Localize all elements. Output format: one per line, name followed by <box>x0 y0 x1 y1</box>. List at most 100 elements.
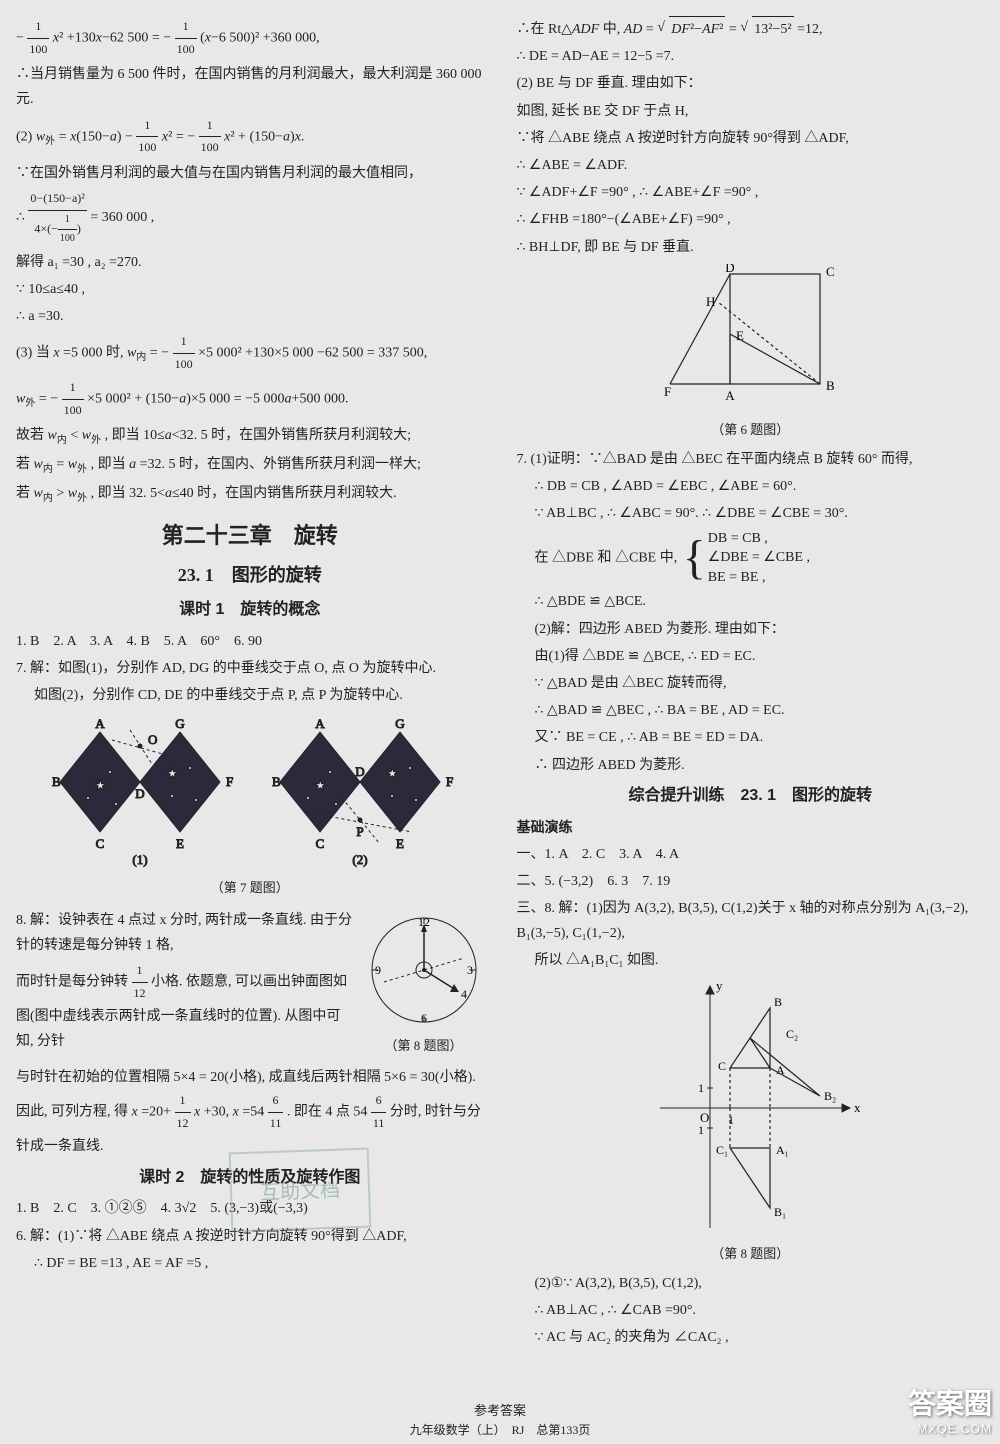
lesson-title: 课时 1 旋转的概念 <box>16 596 484 625</box>
figure-8-graph: x y O 1 1 1 A B C <box>640 978 860 1238</box>
text-line: ∴ DB = CB , ∠ABD = ∠EBC , ∠ABE = 60°. <box>516 474 984 499</box>
text-line: − 1100 x² +130x−62 500 = − 1100 (x−6 500… <box>16 16 484 60</box>
svg-text:A: A <box>776 1063 785 1077</box>
page: − 1100 x² +130x−62 500 = − 1100 (x−6 500… <box>0 0 1000 1394</box>
svg-text:G: G <box>175 716 184 731</box>
text-line: ∴ ∠FHB =180°−(∠ABE+∠F) =90° , <box>516 207 984 232</box>
text-line: 若 w内 = w外 , 即当 a =32. 5 时，在国内、外销售所获月利润一样… <box>16 452 484 479</box>
brace-item: BE = BE , <box>708 568 810 588</box>
svg-text:D: D <box>135 786 144 801</box>
text-line: 6. 解：(1)∵将 △ABE 绕点 A 按逆时针方向旋转 90°得到 △ADF… <box>16 1224 484 1249</box>
svg-text:★: ★ <box>166 767 179 782</box>
svg-text:G: G <box>395 716 404 731</box>
svg-text:D: D <box>726 264 735 275</box>
text-line: w外 = − 1100 ×5 000² + (150−a)×5 000 = −5… <box>16 377 484 421</box>
text-line: ∴ a =30. <box>16 304 484 329</box>
svg-text:(1): (1) <box>132 852 147 867</box>
svg-text:★: ★ <box>314 779 327 794</box>
text-line: 若 w内 > w外 , 即当 32. 5<a≤40 时，在国内销售所获月利润较大… <box>16 481 484 508</box>
text-line: ∴ 四边形 ABED 为菱形. <box>516 753 984 778</box>
text-line: 如图(2)，分别作 CD, DE 的中垂线交于点 P, 点 P 为旋转中心. <box>16 683 484 708</box>
svg-text:C: C <box>95 836 104 851</box>
text-line: ∴ DE = AD−AE = 12−5 =7. <box>516 44 984 69</box>
figure-caption: （第 8 题图） <box>364 1034 484 1057</box>
text-line: (2)解：四边形 ABED 为菱形. 理由如下： <box>516 617 984 642</box>
svg-text:B: B <box>52 774 61 789</box>
svg-text:P: P <box>356 824 363 839</box>
watermark-big: 答案圈 <box>908 1382 992 1422</box>
svg-text:(2): (2) <box>352 852 367 867</box>
text-line: ∴当月销售量为 6 500 件时，在国内销售的月利润最大，最大利润是 360 0… <box>16 62 484 112</box>
answer-line: 二、5. (−3,2) 6. 3 7. 19 <box>516 869 984 894</box>
training-title: 综合提升训练 23. 1 图形的旋转 <box>516 782 984 811</box>
text: 在 △DBE 和 △CBE 中, <box>534 550 680 565</box>
text-line: 7. 解：如图(1)，分别作 AD, DG 的中垂线交于点 O, 点 O 为旋转… <box>16 656 484 681</box>
text-line: (3) 当 x =5 000 时, w内 = − 1100 ×5 000² +1… <box>16 331 484 375</box>
figure-6: D C B A F E H <box>650 264 850 414</box>
svg-text:E: E <box>396 836 404 851</box>
text-line: 8. 解：设钟表在 4 点过 x 分时, 两针成一条直线. 由于分针的转速是每分… <box>16 908 358 958</box>
text-line: 由(1)得 △BDE ≌ △BCE, ∴ ED = EC. <box>516 644 984 669</box>
svg-text:B: B <box>272 774 281 789</box>
text-line: ∴ AB⊥AC , ∴ ∠CAB =90°. <box>516 1298 984 1323</box>
answer-line: 1. B 2. A 3. A 4. B 5. A 60° 6. 90 <box>16 629 484 654</box>
text-line: 而时针是每分钟转 112 小格. 依题意, 可以画出钟面图如图(图中虚线表示两针… <box>16 960 358 1055</box>
text-line: ∴在 Rt△ADF 中, AD = DF²−AF² = 13²−5² =12, <box>516 16 984 42</box>
svg-text:F: F <box>446 774 453 789</box>
svg-text:1: 1 <box>698 1123 704 1137</box>
svg-text:C: C <box>315 836 324 851</box>
brace-item: DB = CB , <box>708 529 810 549</box>
svg-text:1: 1 <box>728 1113 734 1127</box>
page-footer: 参考答案 九年级数学（上） RJ 总第133页 <box>0 1400 1000 1438</box>
text-line: ∵将 △ABE 绕点 A 按逆时针方向旋转 90°得到 △ADF, <box>516 126 984 151</box>
svg-text:C: C <box>718 1059 726 1073</box>
text-line: 与时针在初始的位置相隔 5×4 = 20(小格), 成直线后两针相隔 5×6 =… <box>16 1065 484 1160</box>
clock-figure: 12 3 4 6 9 （第 8 题图） <box>364 906 484 1063</box>
section-title: 23. 1 图形的旋转 <box>16 559 484 591</box>
svg-text:4: 4 <box>461 987 467 1001</box>
svg-text:A₁: A₁ <box>776 1143 789 1157</box>
text-line: (2) BE 与 DF 垂直. 理由如下： <box>516 71 984 96</box>
text-line: ∵在国外销售月利润的最大值与在国内销售月利润的最大值相同， <box>16 161 484 186</box>
svg-text:★: ★ <box>94 779 107 794</box>
svg-text:D: D <box>355 764 364 779</box>
svg-text:y: y <box>716 978 723 993</box>
svg-text:B₁: B₁ <box>774 1205 786 1219</box>
text-line: ∴ ∠ABE = ∠ADF. <box>516 153 984 178</box>
text-line: 如图, 延长 BE 交 DF 于点 H, <box>516 99 984 124</box>
answer-line: 一、1. A 2. C 3. A 4. A <box>516 842 984 867</box>
svg-text:F: F <box>226 774 233 789</box>
figure-caption: （第 8 题图） <box>516 1242 984 1265</box>
svg-text:B: B <box>774 995 782 1009</box>
text-line: 7. (1)证明：∵△BAD 是由 △BEC 在平面内绕点 B 旋转 60° 而… <box>516 447 984 472</box>
text-line: 在 △DBE 和 △CBE 中, { DB = CB , ∠DBE = ∠CBE… <box>516 529 984 588</box>
brace-item: ∠DBE = ∠CBE , <box>708 548 810 568</box>
frac-num: 0−(150−a)² <box>28 188 86 211</box>
svg-text:C: C <box>826 264 835 279</box>
svg-text:A: A <box>95 716 105 731</box>
text-line: ∵ AB⊥BC , ∴ ∠ABC = 90°. ∴ ∠DBE = ∠CBE = … <box>516 501 984 526</box>
text-line: ∴ 0−(150−a)²4×(−1100) = 360 000 , <box>16 188 484 248</box>
text-line: ∴ △BDE ≌ △BCE. <box>516 589 984 614</box>
text-line: 解得 a₁ =30 , a₂ =270. <box>16 250 484 275</box>
text-line: (2)①∵ A(3,2), B(3,5), C(1,2), <box>516 1271 984 1296</box>
svg-text:B: B <box>826 378 835 393</box>
column-divider <box>500 10 501 1354</box>
figure-caption: （第 6 题图） <box>516 418 984 441</box>
text-line: ∵ ∠ADF+∠F =90° , ∴ ∠ABE+∠F =90° , <box>516 180 984 205</box>
text-line: ∴ △BAD ≌ △BEC , ∴ BA = BE , AD = EC. <box>516 698 984 723</box>
svg-text:H: H <box>706 294 715 309</box>
frac-den: 4×(−1100) <box>28 211 86 248</box>
basic-title: 基础演练 <box>516 815 984 840</box>
text-line: ∴ BH⊥DF, 即 BE 与 DF 垂直. <box>516 235 984 260</box>
footer-pagenum: 九年级数学（上） RJ 总第133页 <box>0 1421 1000 1438</box>
figure-7: A B C D E F G O ★ ★ (1) A <box>40 712 460 872</box>
watermark: 答案圈 MXQE.COM <box>908 1382 992 1436</box>
svg-text:E: E <box>736 328 744 343</box>
watermark-small: MXQE.COM <box>908 1422 992 1436</box>
text: = 360 000 , <box>90 210 154 225</box>
svg-text:A: A <box>315 716 325 731</box>
text-line: ∵ △BAD 是由 △BEC 旋转而得, <box>516 671 984 696</box>
left-column: − 1100 x² +130x−62 500 = − 1100 (x−6 500… <box>10 10 490 1354</box>
svg-text:x: x <box>854 1100 860 1115</box>
